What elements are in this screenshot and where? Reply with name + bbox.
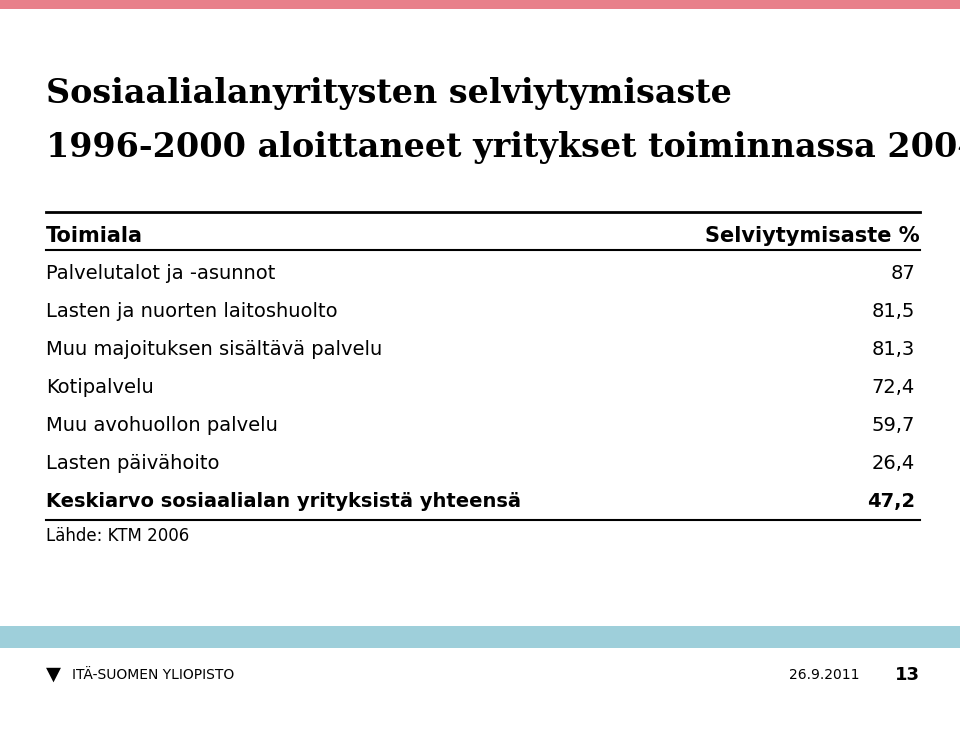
Text: Palvelutalot ja -asunnot: Palvelutalot ja -asunnot (46, 264, 276, 283)
Text: Lasten päivähoito: Lasten päivähoito (46, 454, 220, 473)
Text: Kotipalvelu: Kotipalvelu (46, 378, 154, 397)
Text: 26,4: 26,4 (872, 454, 915, 473)
Text: Lähde: KTM 2006: Lähde: KTM 2006 (46, 527, 189, 545)
Text: ▼: ▼ (46, 665, 61, 684)
Text: 81,3: 81,3 (872, 340, 915, 359)
Text: 59,7: 59,7 (872, 416, 915, 435)
Text: 72,4: 72,4 (872, 378, 915, 397)
Text: 87: 87 (890, 264, 915, 283)
Text: Lasten ja nuorten laitoshuolto: Lasten ja nuorten laitoshuolto (46, 302, 338, 321)
Text: Selviytymisaste %: Selviytymisaste % (705, 226, 920, 246)
Text: Sosiaalialanyritysten selviytymisaste: Sosiaalialanyritysten selviytymisaste (46, 77, 732, 110)
Text: 1996-2000 aloittaneet yritykset toiminnassa 2004: 1996-2000 aloittaneet yritykset toiminna… (46, 131, 960, 164)
Text: Muu avohuollon palvelu: Muu avohuollon palvelu (46, 416, 278, 435)
Text: ITÄ-SUOMEN YLIOPISTO: ITÄ-SUOMEN YLIOPISTO (72, 667, 234, 682)
Text: Muu majoituksen sisältävä palvelu: Muu majoituksen sisältävä palvelu (46, 340, 382, 359)
Text: 13: 13 (895, 666, 920, 683)
Text: 26.9.2011: 26.9.2011 (789, 667, 859, 682)
Text: Toimiala: Toimiala (46, 226, 143, 246)
Text: 81,5: 81,5 (872, 302, 915, 321)
Text: Keskiarvo sosiaalialan yrityksistä yhteensä: Keskiarvo sosiaalialan yrityksistä yhtee… (46, 492, 521, 511)
Text: 47,2: 47,2 (867, 492, 915, 511)
